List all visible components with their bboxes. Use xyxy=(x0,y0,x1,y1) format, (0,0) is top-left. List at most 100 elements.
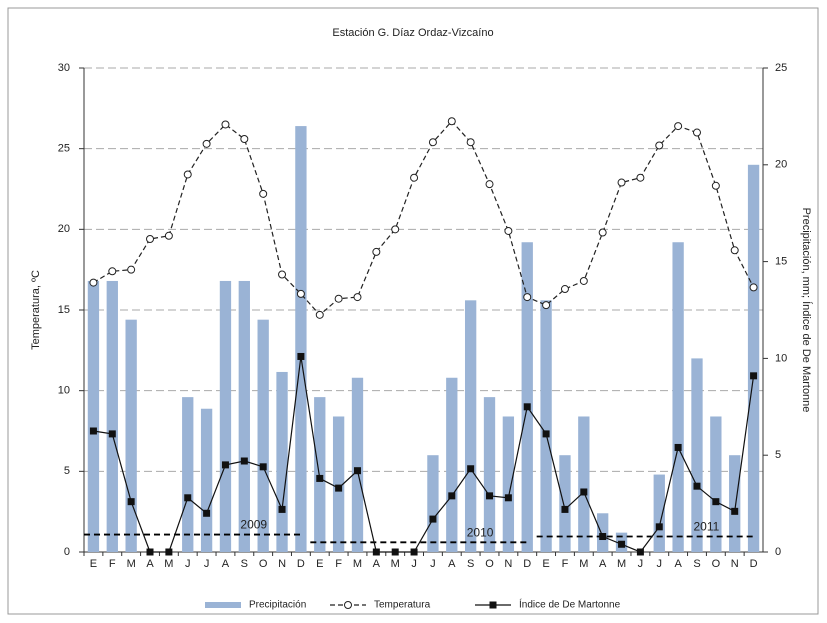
year-label: 2009 xyxy=(240,518,267,532)
bar xyxy=(106,280,118,552)
point xyxy=(410,173,419,182)
point xyxy=(712,498,720,506)
point xyxy=(504,226,513,235)
y2-tick-label: 0 xyxy=(775,546,781,558)
bar xyxy=(125,319,137,552)
point xyxy=(598,228,607,237)
bar xyxy=(87,280,100,552)
x-tick-label: M xyxy=(164,558,173,570)
point xyxy=(655,523,663,531)
bar xyxy=(729,455,741,552)
point xyxy=(146,548,154,556)
point xyxy=(674,443,682,451)
bar xyxy=(219,280,232,552)
x-tick-label: O xyxy=(259,558,268,570)
point xyxy=(221,461,229,469)
year-label: 2011 xyxy=(694,520,720,534)
point xyxy=(202,139,211,148)
bar xyxy=(540,300,552,552)
bar xyxy=(446,377,458,552)
bar xyxy=(295,126,307,552)
x-tick-label: D xyxy=(523,558,531,570)
bar xyxy=(351,377,364,552)
x-tick-label: N xyxy=(731,558,739,570)
legend-label: Precipitación xyxy=(249,600,306,611)
point xyxy=(127,265,136,274)
x-tick-label: S xyxy=(241,558,248,570)
bar xyxy=(502,416,515,552)
x-tick-label: N xyxy=(278,558,286,570)
point xyxy=(372,247,381,256)
x-tick-label: A xyxy=(448,558,456,570)
point xyxy=(353,467,361,475)
x-tick-label: J xyxy=(657,558,663,570)
point xyxy=(542,430,550,438)
point xyxy=(636,548,644,556)
point xyxy=(466,138,475,147)
y2-axis-label: Precipitación, mm; Índice de De Martonne xyxy=(800,208,813,413)
x-tick-label: A xyxy=(599,558,607,570)
point xyxy=(730,246,739,255)
x-tick-label: J xyxy=(638,558,644,570)
point xyxy=(316,474,324,482)
x-tick-label: O xyxy=(485,558,494,570)
point xyxy=(391,548,399,556)
chart-border xyxy=(7,7,819,615)
x-tick-label: O xyxy=(712,558,721,570)
point xyxy=(296,289,305,298)
y2-tick-label: 5 xyxy=(775,449,781,461)
bar xyxy=(521,242,533,553)
point xyxy=(240,134,249,143)
x-tick-label: E xyxy=(90,558,97,570)
point xyxy=(579,276,588,285)
point xyxy=(184,494,192,502)
point xyxy=(617,178,626,187)
point xyxy=(692,128,701,137)
y2-tick-label: 15 xyxy=(775,256,787,268)
y2-tick-label: 25 xyxy=(775,62,787,74)
x-tick-label: F xyxy=(562,558,569,570)
bar xyxy=(182,397,194,552)
point xyxy=(693,482,701,490)
point xyxy=(165,548,173,556)
x-tick-label: D xyxy=(750,558,758,570)
x-tick-label: J xyxy=(411,558,417,570)
bar xyxy=(276,371,288,552)
point xyxy=(334,294,343,303)
point xyxy=(391,225,400,234)
y-tick-label: 5 xyxy=(64,465,70,477)
x-tick-label: E xyxy=(316,558,323,570)
point xyxy=(89,427,97,435)
x-tick-label: S xyxy=(467,558,474,570)
x-tick-label: A xyxy=(373,558,381,570)
point xyxy=(127,498,135,506)
bar xyxy=(464,300,477,552)
point xyxy=(108,267,117,276)
x-tick-label: M xyxy=(617,558,626,570)
point xyxy=(278,505,286,513)
point xyxy=(89,278,98,287)
point xyxy=(259,463,267,471)
x-tick-label: F xyxy=(109,558,116,570)
point xyxy=(372,548,380,556)
x-tick-label: D xyxy=(297,558,305,570)
x-tick-label: M xyxy=(579,558,588,570)
point xyxy=(486,492,494,500)
bar xyxy=(200,408,213,552)
point xyxy=(297,352,305,360)
bar xyxy=(653,474,665,552)
point xyxy=(711,181,720,190)
bar xyxy=(597,513,609,552)
point xyxy=(335,484,343,492)
point xyxy=(315,310,324,319)
point xyxy=(485,180,494,189)
y-tick-label: 10 xyxy=(58,385,70,397)
point xyxy=(410,548,418,556)
point xyxy=(523,403,531,411)
point xyxy=(560,285,569,294)
point xyxy=(618,540,626,548)
x-tick-label: N xyxy=(504,558,512,570)
y-tick-label: 15 xyxy=(58,304,70,316)
y-tick-label: 20 xyxy=(58,223,70,235)
point xyxy=(429,515,437,523)
